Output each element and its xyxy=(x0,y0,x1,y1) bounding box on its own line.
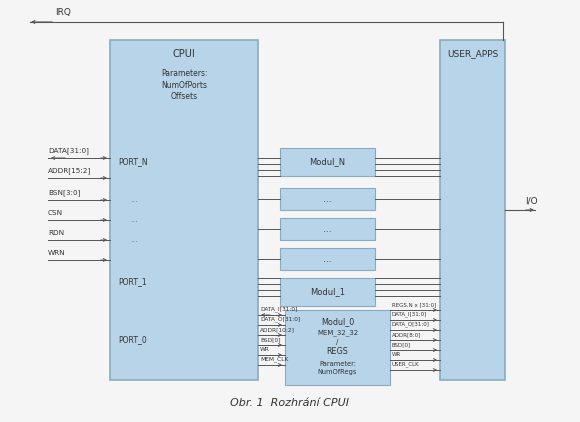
Text: ...: ... xyxy=(130,216,138,225)
Text: BSD[0]: BSD[0] xyxy=(392,342,411,347)
Bar xyxy=(280,248,375,270)
Text: ADDR[8:0]: ADDR[8:0] xyxy=(392,332,421,337)
Text: Obr. 1  Rozhrání CPUI: Obr. 1 Rozhrání CPUI xyxy=(230,398,350,408)
Text: ...: ... xyxy=(130,235,138,244)
Bar xyxy=(285,310,390,385)
Text: ADDR[10:2]: ADDR[10:2] xyxy=(260,327,295,332)
Text: DATA_I[31:0]: DATA_I[31:0] xyxy=(392,311,427,317)
Text: Parameter:
NumOfRegs: Parameter: NumOfRegs xyxy=(318,361,357,375)
Text: CSN: CSN xyxy=(48,210,63,216)
Text: Modul_0: Modul_0 xyxy=(321,317,354,327)
Text: BSD[0]: BSD[0] xyxy=(260,337,281,342)
Text: PORT_N: PORT_N xyxy=(118,157,148,167)
Bar xyxy=(280,278,375,306)
Bar xyxy=(280,188,375,210)
Text: IRQ: IRQ xyxy=(55,8,71,17)
Text: ...: ... xyxy=(323,254,332,263)
Text: REGS.N x [31:0]: REGS.N x [31:0] xyxy=(392,302,436,307)
Text: DATA[31:0]: DATA[31:0] xyxy=(48,147,89,154)
Text: USER_APPS: USER_APPS xyxy=(447,49,498,59)
Text: CPUI: CPUI xyxy=(173,49,195,59)
Text: PORT_1: PORT_1 xyxy=(118,278,147,287)
Text: MEM_32_32: MEM_32_32 xyxy=(317,330,358,336)
Bar xyxy=(440,40,505,380)
Text: DATA_O[31:0]: DATA_O[31:0] xyxy=(392,321,430,327)
Text: RDN: RDN xyxy=(48,230,64,236)
Text: Modul_1: Modul_1 xyxy=(310,287,345,297)
Text: I/O: I/O xyxy=(525,196,538,205)
Text: BSN[3:0]: BSN[3:0] xyxy=(48,189,81,196)
Text: /: / xyxy=(336,339,339,345)
Text: ...: ... xyxy=(323,225,332,233)
Text: ...: ... xyxy=(323,195,332,203)
Text: DATA_I[31:0]: DATA_I[31:0] xyxy=(260,306,298,312)
Bar xyxy=(280,218,375,240)
Text: WR: WR xyxy=(392,352,401,357)
Text: ...: ... xyxy=(130,195,138,205)
Text: Modul_N: Modul_N xyxy=(310,157,346,167)
Text: MEM_CLK: MEM_CLK xyxy=(260,356,288,362)
Bar xyxy=(110,40,258,380)
Text: USER_CLK: USER_CLK xyxy=(392,361,419,367)
Text: WR: WR xyxy=(260,347,270,352)
Text: REGS: REGS xyxy=(327,347,349,357)
Text: Parameters:
NumOfPorts
Offsets: Parameters: NumOfPorts Offsets xyxy=(161,69,207,101)
Text: ADDR[15:2]: ADDR[15:2] xyxy=(48,167,91,174)
Text: PORT_0: PORT_0 xyxy=(118,335,147,344)
Bar xyxy=(280,148,375,176)
Text: DATA_O[31:0]: DATA_O[31:0] xyxy=(260,316,300,322)
Text: WRN: WRN xyxy=(48,250,66,256)
